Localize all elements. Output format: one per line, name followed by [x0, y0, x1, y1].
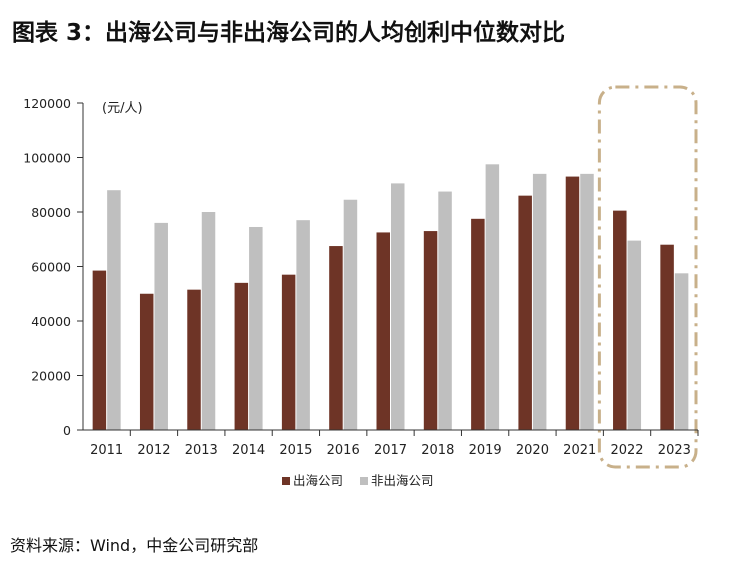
bar-non-exporting [627, 240, 642, 430]
x-tick-label: 2015 [279, 443, 312, 458]
y-tick-label: 20000 [31, 369, 71, 384]
bar-exporting [471, 218, 485, 430]
bar-exporting [518, 195, 532, 430]
x-tick-label: 2019 [469, 443, 502, 458]
highlight-box [597, 85, 698, 469]
x-tick-label: 2022 [610, 443, 643, 458]
bar-non-exporting [201, 212, 216, 430]
x-tick-label: 2012 [137, 443, 170, 458]
legend-label-exporting: 出海公司 [293, 473, 343, 488]
unit-label: (元/人) [102, 101, 143, 116]
bar-exporting [92, 270, 107, 430]
bar-exporting [565, 176, 580, 430]
x-tick-label: 2021 [563, 443, 596, 458]
bar-non-exporting [296, 220, 310, 430]
x-tick-label: 2017 [374, 443, 407, 458]
bar-exporting [187, 289, 201, 430]
bar-exporting [281, 274, 296, 430]
y-tick-label: 0 [63, 423, 71, 438]
bar-exporting [139, 293, 154, 430]
bar-non-exporting [343, 199, 358, 430]
source-note: 资料来源：Wind，中金公司研究部 [10, 536, 259, 555]
x-tick-label: 2014 [232, 443, 265, 458]
chart-title: 图表 3：出海公司与非出海公司的人均创利中位数对比 [12, 20, 566, 46]
x-tick-label: 2018 [421, 443, 454, 458]
bar-non-exporting [532, 173, 547, 430]
y-tick-label: 100000 [23, 151, 71, 166]
bar-exporting [613, 210, 627, 430]
y-tick-label: 40000 [31, 314, 71, 329]
bar-non-exporting [154, 222, 168, 430]
bar-non-exporting [674, 273, 689, 430]
bar-non-exporting [391, 183, 405, 430]
legend-swatch-exporting [282, 477, 290, 485]
bar-non-exporting [485, 164, 500, 430]
bar-non-exporting [438, 191, 452, 430]
x-tick-label: 2011 [90, 443, 123, 458]
x-tick-label: 2020 [516, 443, 549, 458]
bar-exporting [234, 282, 249, 430]
x-tick-label: 2013 [185, 443, 218, 458]
y-tick-label: 60000 [31, 260, 71, 275]
x-tick-label: 2016 [327, 443, 360, 458]
bar-exporting [660, 244, 674, 430]
legend-swatch-non-exporting [360, 477, 368, 485]
bar-exporting [376, 232, 390, 430]
bar-non-exporting [107, 190, 121, 430]
y-tick-label: 120000 [23, 96, 71, 111]
legend-label-non-exporting: 非出海公司 [371, 473, 434, 488]
bar-exporting [329, 246, 343, 430]
x-tick-label: 2023 [658, 443, 691, 458]
bar-exporting [423, 231, 438, 430]
y-tick-label: 80000 [31, 205, 71, 220]
bar-non-exporting [580, 173, 594, 430]
bar-non-exporting [249, 226, 263, 430]
